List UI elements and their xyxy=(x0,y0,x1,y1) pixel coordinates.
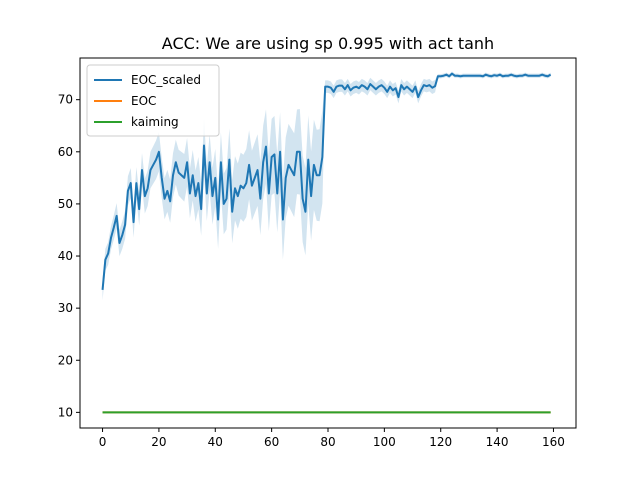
y-tick-label: 40 xyxy=(58,249,73,263)
legend-box xyxy=(86,64,220,137)
chart-title: ACC: We are using sp 0.995 with act tanh xyxy=(162,34,494,53)
legend: EOC_scaled EOC kaiming xyxy=(86,64,220,137)
x-tick-label: 100 xyxy=(373,435,396,449)
y-tick-label: 20 xyxy=(58,353,73,367)
y-axis: 10 20 30 40 50 60 70 xyxy=(58,93,80,419)
confidence-band-layer xyxy=(102,71,551,301)
legend-label: EOC xyxy=(131,94,156,108)
y-tick-label: 30 xyxy=(58,301,73,315)
x-tick-label: 120 xyxy=(429,435,452,449)
eoc-scaled-band xyxy=(102,71,551,301)
x-tick-label: 20 xyxy=(151,435,166,449)
y-tick-label: 50 xyxy=(58,197,73,211)
x-tick-label: 160 xyxy=(542,435,565,449)
legend-label: kaiming xyxy=(131,115,179,129)
x-tick-label: 140 xyxy=(486,435,509,449)
x-tick-label: 0 xyxy=(99,435,107,449)
x-tick-label: 40 xyxy=(208,435,223,449)
series-layer xyxy=(101,72,552,414)
series-line-eoc-scaled xyxy=(101,72,552,290)
y-tick-label: 10 xyxy=(58,405,73,419)
legend-label: EOC_scaled xyxy=(131,73,201,87)
y-tick-label: 70 xyxy=(58,93,73,107)
x-tick-label: 80 xyxy=(320,435,335,449)
y-tick-label: 60 xyxy=(58,145,73,159)
x-axis: 0 20 40 60 80 100 120 140 160 xyxy=(99,428,565,449)
x-tick-label: 60 xyxy=(264,435,279,449)
